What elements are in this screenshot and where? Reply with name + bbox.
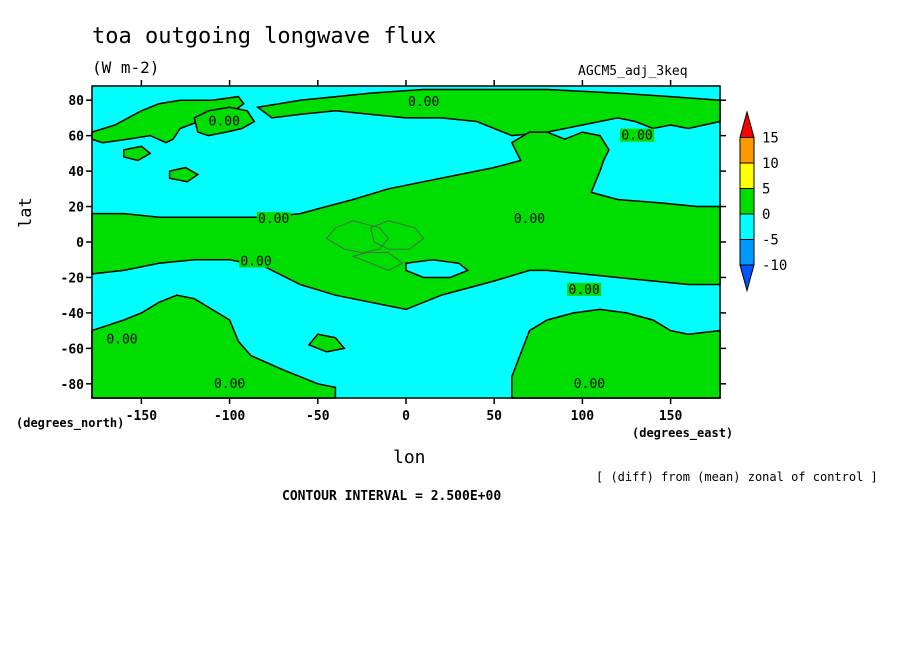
contour-label-bg bbox=[620, 128, 655, 142]
colorbar-segment bbox=[739, 213, 755, 240]
colorbar-segment bbox=[739, 239, 755, 266]
contour-label: 0.00 bbox=[258, 212, 289, 227]
contour-label: 0.00 bbox=[408, 95, 439, 110]
y-tick-label: 0 bbox=[76, 236, 84, 251]
colorbar-tick-label: 10 bbox=[762, 156, 779, 172]
colorbar-tick-label: -5 bbox=[762, 233, 779, 249]
chart-units: (W m-2) bbox=[92, 58, 160, 77]
x-tick-label: 0 bbox=[402, 409, 410, 424]
contour-label: 0.00 bbox=[621, 129, 652, 144]
colorbar-segment bbox=[739, 188, 755, 215]
positive-region bbox=[91, 131, 721, 311]
contour-label: 0.00 bbox=[514, 212, 545, 227]
positive-region bbox=[255, 88, 721, 137]
x-tick-label: 50 bbox=[486, 409, 502, 424]
colorbar-top-triangle bbox=[739, 110, 755, 138]
inner-contour-line bbox=[351, 252, 404, 271]
colorbar-tick-label: 0 bbox=[762, 207, 770, 223]
inner-contour-line bbox=[325, 220, 389, 254]
x-tick-label: -150 bbox=[126, 409, 157, 424]
run-label: AGCM5_adj_3keq bbox=[578, 64, 688, 79]
x-tick-label: 100 bbox=[571, 409, 595, 424]
contour-label-bg bbox=[212, 376, 247, 390]
x-tick-label: -50 bbox=[306, 409, 330, 424]
y-tick-label: 20 bbox=[68, 201, 84, 216]
positive-region bbox=[123, 145, 152, 162]
x-units-label: (degrees_east) bbox=[632, 426, 734, 440]
colorbar-tick-label: -10 bbox=[762, 258, 787, 274]
contour-label-bg bbox=[256, 211, 291, 225]
chart-title: toa outgoing longwave flux bbox=[92, 24, 437, 49]
contour-label-bg bbox=[207, 114, 242, 128]
contour-label-bg bbox=[406, 94, 441, 108]
x-tick-label: -100 bbox=[214, 409, 245, 424]
y-tick-label: 60 bbox=[68, 130, 84, 145]
colorbar-bottom-triangle bbox=[739, 264, 755, 293]
contour-label: 0.00 bbox=[574, 377, 605, 392]
contour-label: 0.00 bbox=[240, 255, 271, 270]
contour-label-bg bbox=[104, 332, 139, 346]
colorbar-segment bbox=[739, 162, 755, 189]
y-tick-label: -40 bbox=[61, 307, 85, 322]
positive-region bbox=[307, 333, 346, 353]
contour-label-bg bbox=[512, 211, 547, 225]
contour-label: 0.00 bbox=[214, 377, 245, 392]
contour-label-bg bbox=[239, 254, 274, 268]
colorbar-tick-label: 5 bbox=[762, 182, 770, 198]
y-units-label: (degrees_north) bbox=[16, 416, 125, 430]
contour-label: 0.00 bbox=[569, 283, 600, 298]
y-tick-label: 80 bbox=[68, 94, 84, 109]
contour-interval: CONTOUR INTERVAL = 2.500E+00 bbox=[282, 489, 502, 504]
colorbar-segment bbox=[739, 137, 755, 164]
x-axis-label: lon bbox=[393, 447, 426, 468]
y-tick-label: 40 bbox=[68, 165, 84, 180]
contour-label: 0.00 bbox=[209, 114, 240, 129]
negative-island bbox=[405, 258, 470, 279]
y-tick-label: -60 bbox=[61, 342, 85, 357]
contour-label-bg bbox=[572, 376, 607, 390]
inner-contour-line bbox=[370, 220, 425, 250]
positive-region bbox=[91, 294, 337, 399]
colorbar-tick-label: 15 bbox=[762, 131, 779, 147]
diff-note: [ (diff) from (mean) zonal of control ] bbox=[596, 470, 878, 484]
contour-label: 0.00 bbox=[106, 333, 137, 348]
y-tick-label: -80 bbox=[61, 378, 85, 393]
y-tick-label: -20 bbox=[61, 271, 85, 286]
x-tick-label: 150 bbox=[659, 409, 683, 424]
contour-label-bg bbox=[567, 282, 602, 296]
positive-region bbox=[168, 166, 200, 183]
